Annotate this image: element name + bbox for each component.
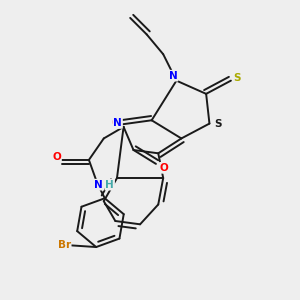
Text: N: N xyxy=(94,180,103,190)
Text: N: N xyxy=(169,71,178,81)
Text: S: S xyxy=(214,118,221,129)
Text: S: S xyxy=(233,73,241,83)
Text: N: N xyxy=(113,118,122,128)
Text: O: O xyxy=(111,118,120,128)
Text: O: O xyxy=(160,163,169,173)
Text: Br: Br xyxy=(58,240,71,250)
Text: O: O xyxy=(52,152,61,162)
Text: H: H xyxy=(105,180,114,190)
